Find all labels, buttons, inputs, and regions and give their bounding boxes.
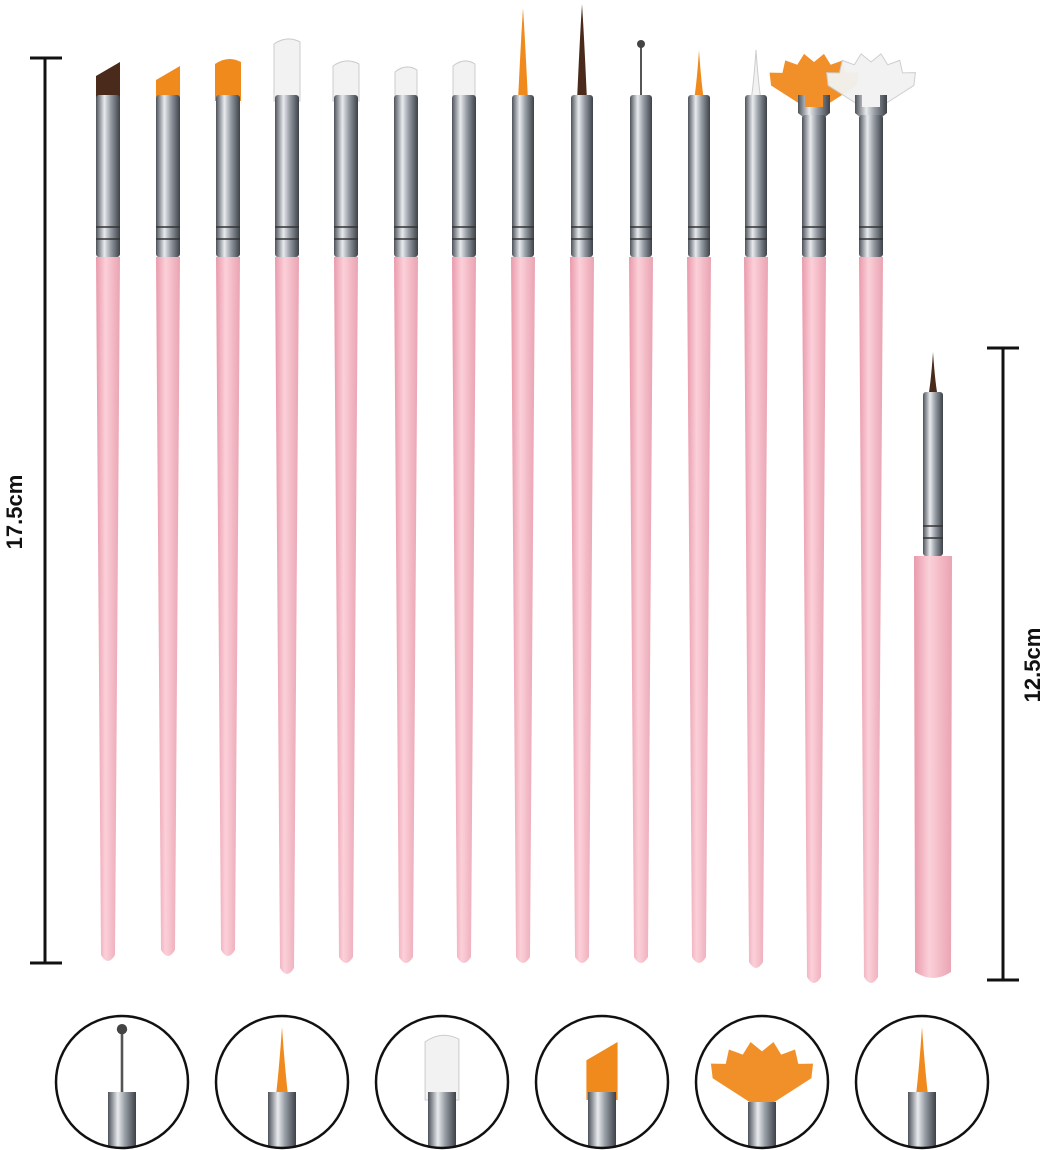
ferrule — [688, 95, 710, 257]
handle — [859, 257, 883, 983]
fan-tip-icon — [826, 53, 916, 114]
liner-tip-icon — [750, 49, 762, 102]
liner-long-tip-icon — [518, 8, 528, 101]
liner-long-tip-icon — [577, 4, 587, 101]
ferrule — [745, 95, 767, 257]
brush-4 — [273, 38, 301, 974]
brush-5 — [332, 60, 360, 963]
handle — [744, 257, 768, 968]
handle — [802, 257, 826, 983]
liner-tip-icon — [915, 1027, 929, 1100]
handle — [629, 257, 653, 963]
brush-6 — [394, 66, 418, 963]
detail-circle-5 — [694, 1014, 830, 1150]
handle — [452, 257, 476, 963]
ferrule — [394, 95, 418, 257]
detail-circle-1 — [54, 1014, 190, 1150]
detail-circle-2 — [214, 1014, 350, 1150]
ferrule — [428, 1092, 456, 1148]
flat-tip-icon — [424, 1034, 460, 1101]
long-length-label: 17.5cm — [2, 475, 27, 550]
handle — [216, 257, 240, 956]
detail-circles — [54, 1014, 990, 1150]
ferrule — [452, 95, 476, 257]
flat-angled-tip-icon — [96, 62, 120, 101]
handle — [511, 257, 535, 963]
ferrule — [630, 95, 652, 257]
brush-1 — [96, 62, 120, 961]
handle — [570, 257, 594, 963]
flat-tip-icon — [332, 60, 360, 102]
ferrule — [216, 95, 240, 257]
length-dimension-long: 17.5cm — [2, 56, 62, 965]
liner-tip-icon — [275, 1027, 289, 1100]
dotting-tip-icon — [637, 40, 645, 101]
detail-circle-4 — [534, 1014, 670, 1150]
handle — [96, 257, 120, 961]
brush-13 — [769, 53, 859, 983]
ferrule — [855, 95, 887, 257]
ferrule — [512, 95, 534, 257]
brush-15 — [914, 352, 952, 978]
brush-14 — [826, 53, 916, 983]
fan-tip-icon — [769, 53, 859, 113]
ferrule — [571, 95, 593, 257]
length-dimension-short: 12.5cm — [987, 346, 1045, 982]
brush-11 — [687, 50, 711, 963]
ferrule — [108, 1092, 136, 1148]
flat-small-tip-icon — [452, 60, 476, 102]
liner-tip-icon — [694, 50, 704, 101]
dotting-tip-icon — [116, 1023, 128, 1100]
ferrule — [268, 1092, 296, 1148]
angled-tip-icon — [156, 66, 180, 101]
angled-tip-icon — [586, 1042, 618, 1100]
flat-tip-icon — [215, 58, 241, 101]
brush-12 — [744, 49, 768, 968]
liner-short-brush-tip-icon — [928, 352, 938, 398]
handle — [687, 257, 711, 963]
brush-10 — [629, 40, 653, 963]
detail-circle-3 — [374, 1014, 510, 1150]
ferrule — [798, 95, 830, 257]
ferrule — [748, 1102, 776, 1148]
ferrule — [96, 95, 120, 257]
flat-small-tip-icon — [394, 66, 418, 102]
short-length-label: 12.5cm — [1020, 628, 1045, 703]
ferrule — [908, 1092, 936, 1148]
handle — [334, 257, 358, 963]
brush-2 — [156, 66, 180, 956]
ferrule — [275, 95, 299, 257]
brush-row — [96, 4, 952, 983]
brush-9 — [570, 4, 594, 963]
detail-circle-6 — [854, 1014, 990, 1150]
ferrule — [334, 95, 358, 257]
brush-3 — [215, 58, 241, 956]
ferrule — [588, 1092, 616, 1148]
handle — [394, 257, 418, 963]
handle — [275, 257, 299, 974]
brush-8 — [511, 8, 535, 963]
handle — [914, 556, 952, 978]
ferrule — [923, 392, 943, 556]
ferrule — [156, 95, 180, 257]
brush-7 — [452, 60, 476, 963]
flat-tip-icon — [273, 38, 301, 102]
handle — [156, 257, 180, 956]
fan-tip-icon — [710, 1041, 814, 1110]
